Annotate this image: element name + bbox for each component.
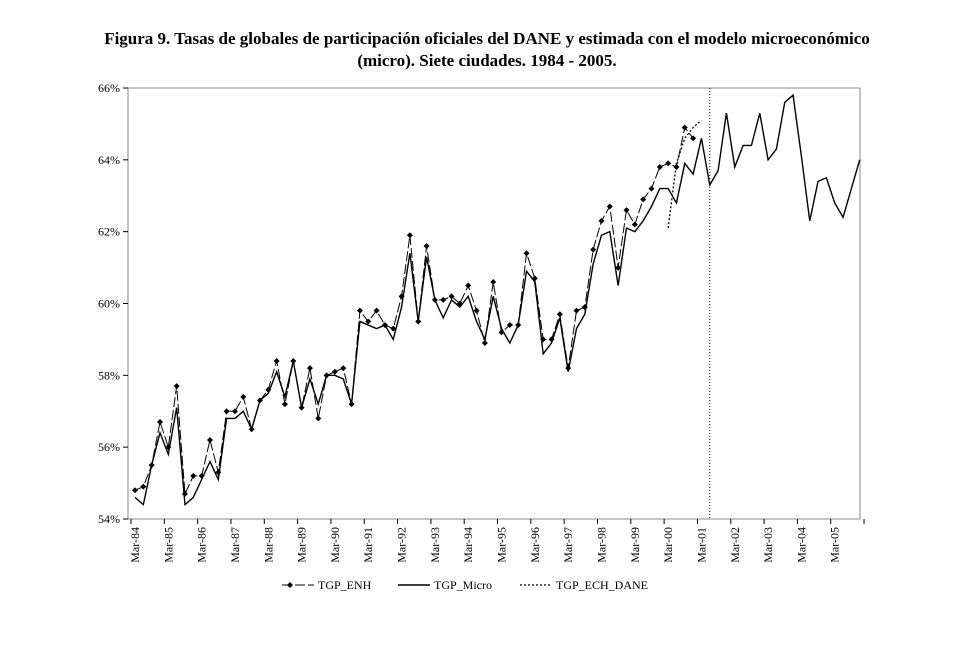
data-point: [373, 307, 380, 314]
data-point: [606, 203, 613, 210]
data-point: [240, 393, 247, 400]
y-tick-label: 64%: [98, 153, 120, 167]
y-tick-label: 54%: [98, 512, 120, 526]
data-point: [132, 487, 138, 494]
x-tick-label: Mar-88: [261, 527, 275, 563]
x-tick-label: Mar-02: [728, 527, 742, 563]
data-point: [306, 365, 313, 372]
legend-label: TGP_Micro: [434, 578, 492, 592]
x-tick-label: Mar-94: [461, 527, 475, 563]
series-TGP_Micro: [134, 93, 861, 507]
x-tick-label: Mar-97: [561, 527, 575, 563]
data-point: [390, 325, 397, 332]
x-tick-label: Mar-01: [694, 527, 708, 563]
data-point: [590, 246, 597, 253]
data-point: [615, 264, 622, 271]
series-line-TGP_Micro: [134, 93, 861, 507]
x-tick-label: Mar-99: [628, 527, 642, 563]
x-tick-label: Mar-93: [428, 527, 442, 563]
chart-title-line-1: Figura 9. Tasas de globales de participa…: [104, 29, 870, 48]
data-point: [231, 408, 238, 415]
data-point: [506, 322, 513, 329]
legend-label: TGP_ECH_DANE: [556, 578, 648, 592]
data-point: [340, 365, 347, 372]
data-point: [365, 318, 372, 325]
x-tick-label: Mar-98: [594, 527, 608, 563]
data-point: [331, 368, 338, 375]
plot-area: [127, 87, 861, 520]
x-tick-label: Mar-00: [661, 527, 675, 563]
x-tick-label: Mar-90: [328, 527, 342, 563]
data-point: [181, 490, 188, 497]
data-point: [423, 243, 430, 250]
x-tick-label: Mar-89: [295, 527, 309, 563]
series-TGP_ENH: [132, 124, 697, 497]
x-tick-label: Mar-92: [395, 527, 409, 563]
data-point: [448, 293, 455, 300]
data-point: [173, 383, 180, 390]
data-point: [481, 340, 488, 347]
y-tick-label: 62%: [98, 225, 120, 239]
data-point: [631, 221, 638, 228]
data-point: [656, 164, 663, 171]
data-point: [206, 436, 213, 443]
data-point: [223, 408, 230, 415]
data-point: [406, 232, 413, 239]
data-point: [573, 307, 580, 314]
data-point: [190, 472, 197, 479]
data-point: [140, 483, 147, 490]
chart-title: Figura 9. Tasas de globales de participa…: [0, 28, 974, 72]
series-TGP_ECH_DANE: [667, 119, 702, 229]
legend-marker: [287, 582, 293, 588]
data-point: [690, 135, 697, 142]
series-line-TGP_ENH: [134, 126, 694, 496]
data-point: [648, 185, 655, 192]
x-tick-label: Mar-96: [528, 527, 542, 563]
legend: TGP_ENH TGP_Micro TGP_ECH_DANE: [282, 578, 648, 592]
data-point: [681, 124, 688, 131]
data-point: [556, 311, 563, 318]
data-point: [640, 196, 647, 203]
data-point: [281, 401, 288, 408]
data-point: [465, 282, 472, 289]
x-tick-label: Mar-04: [794, 527, 808, 563]
y-tick-label: 58%: [98, 368, 120, 382]
data-point: [440, 296, 447, 303]
data-point: [473, 307, 480, 314]
x-tick-label: Mar-85: [161, 527, 175, 563]
chart-title-line-2: (micro). Siete ciudades. 1984 - 2005.: [357, 51, 617, 70]
data-point: [356, 307, 363, 314]
y-tick-label: 56%: [98, 440, 120, 454]
y-tick-label: 60%: [98, 297, 120, 311]
data-point: [523, 250, 530, 257]
data-point: [665, 160, 672, 167]
legend-label: TGP_ENH: [318, 578, 372, 592]
x-tick-label: Mar-03: [761, 527, 775, 563]
x-tick-label: Mar-91: [361, 527, 375, 563]
x-tick-label: Mar-95: [495, 527, 509, 563]
data-point: [156, 419, 163, 426]
data-point: [315, 415, 322, 422]
x-tick-label: Mar-86: [195, 527, 209, 563]
y-tick-label: 66%: [98, 81, 120, 95]
series-line-TGP_ECH_DANE: [667, 119, 702, 229]
data-point: [598, 217, 605, 224]
data-point: [273, 357, 280, 364]
data-point: [623, 207, 630, 214]
data-point: [490, 278, 497, 285]
x-tick-label: Mar-05: [828, 527, 842, 563]
x-tick-label: Mar-87: [228, 527, 242, 563]
x-tick-label: Mar-84: [128, 527, 142, 563]
